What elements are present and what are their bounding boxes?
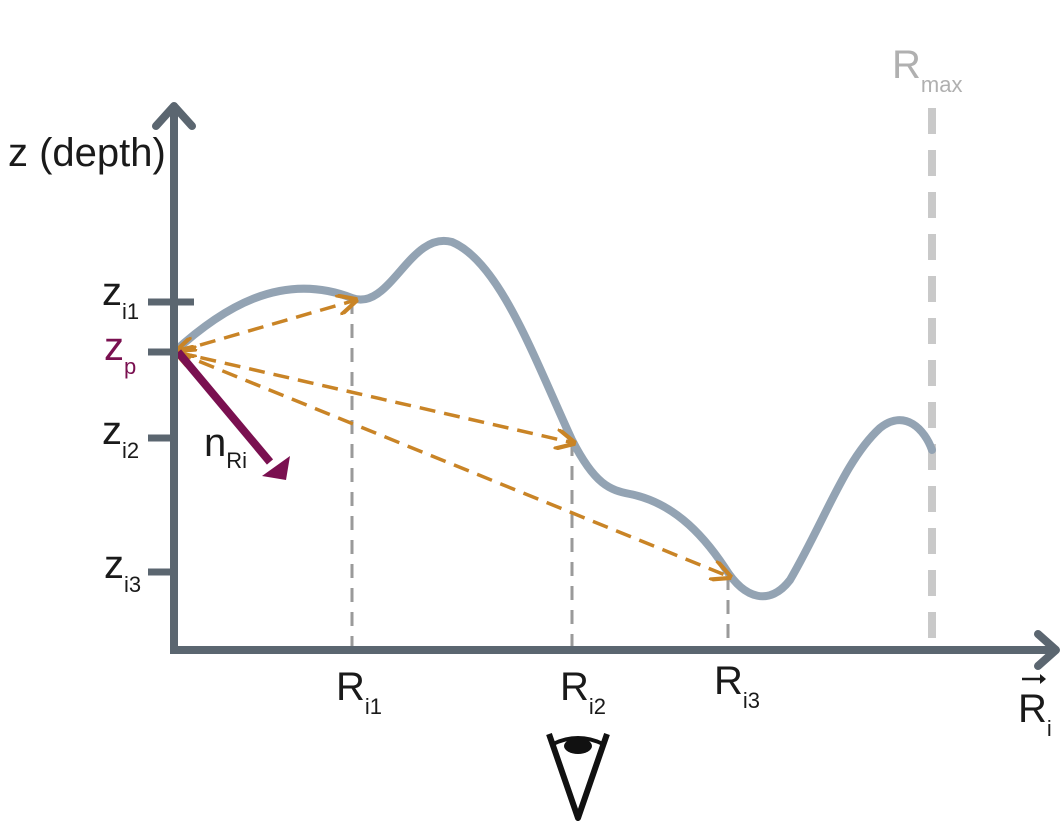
ray-to-ri1	[176, 300, 356, 352]
y-axis-title: z (depth)	[8, 131, 166, 175]
ri2-label: Ri2	[560, 665, 606, 719]
ri1-label: Ri1	[336, 665, 382, 719]
ray-to-ri3	[176, 352, 730, 577]
z-axis-arrowhead	[152, 102, 196, 130]
rmax-label: Rmax	[892, 43, 962, 97]
svg-text:Ri: Ri	[1018, 687, 1052, 741]
normal-vector-shaft	[174, 349, 274, 465]
ri3-label: Ri3	[714, 659, 760, 713]
r-axis-arrowhead	[1034, 630, 1060, 670]
ray-to-ri2	[176, 352, 574, 443]
ri-axis-label: Ri	[1018, 674, 1052, 741]
normal-vector-head	[262, 456, 290, 480]
eye-icon	[546, 733, 610, 821]
zi3-label: zi3	[104, 543, 141, 597]
terrain-profile	[170, 236, 936, 601]
zp-label: zp	[104, 325, 136, 379]
normal-label: nRi	[204, 421, 247, 473]
zi1-label: zi1	[102, 270, 139, 324]
vector-arrow-head	[1040, 674, 1046, 684]
zi2-label: zi2	[102, 409, 139, 463]
